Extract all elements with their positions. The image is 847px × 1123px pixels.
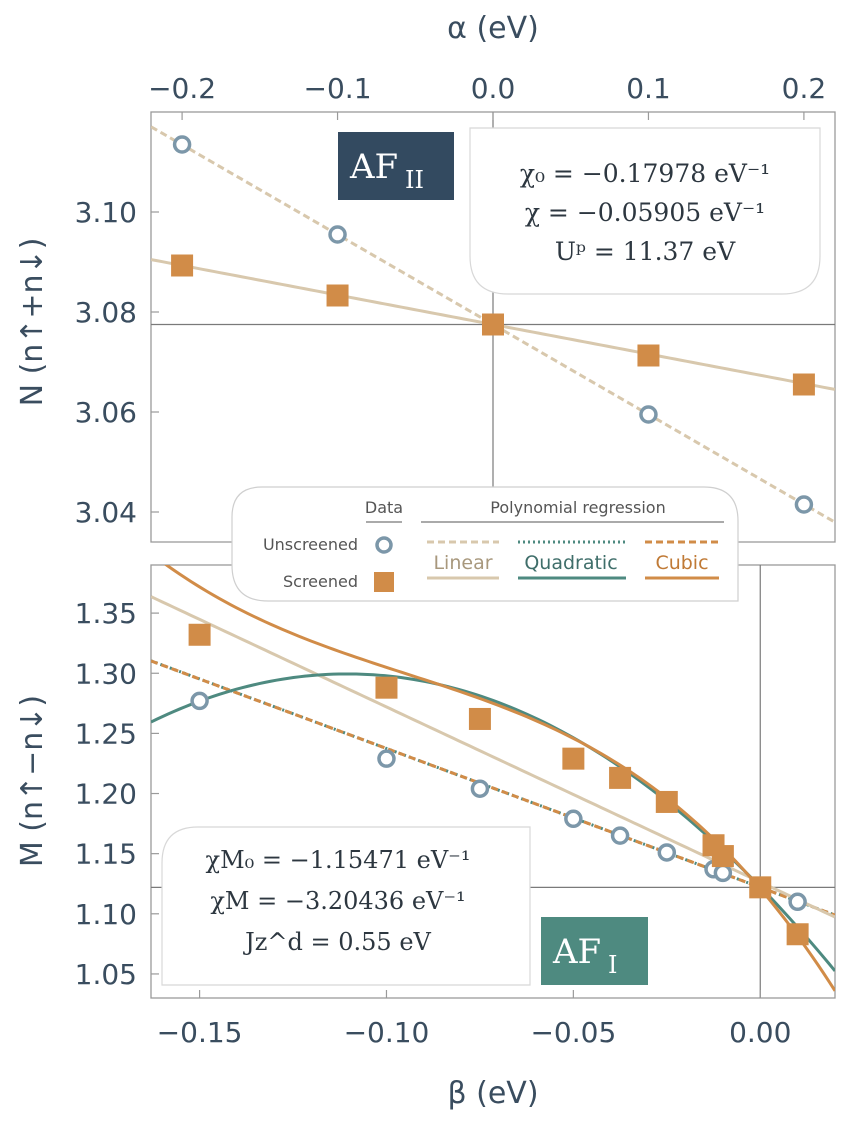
top-x-tick-label: 0.1 (626, 72, 671, 105)
legend-screened-marker (374, 572, 394, 592)
bottom-x-tick-label: −0.10 (344, 1016, 430, 1049)
bottom-point-unscreened (564, 809, 583, 829)
bottom-point-screened (562, 747, 585, 770)
bottom-point-screened (609, 766, 632, 789)
bottom-x-axis-title: β (eV) (447, 1076, 538, 1111)
bottom-x-tick-label: −0.05 (530, 1016, 616, 1049)
top-x-axis-title: α (eV) (447, 11, 539, 46)
top-y-tick-label: 3.10 (75, 196, 137, 229)
legend-quadratic-label: Quadratic (524, 552, 617, 574)
af1-badge-main: AF (552, 932, 601, 972)
bottom-y-tick-label: 1.35 (75, 597, 137, 630)
top-point-screened (792, 373, 815, 396)
top-y-tick-label: 3.04 (75, 496, 137, 529)
legend: Data Polynomial regression Unscreened Sc… (231, 486, 739, 602)
bottom-point-unscreened (610, 826, 630, 845)
top-point-unscreened (794, 495, 814, 514)
af1-badge: AF I (541, 917, 648, 985)
top-annotation-box: χ₀ = −0.17978 eV⁻¹ χ = −0.05905 eV⁻¹ Uᵖ … (469, 127, 821, 295)
af1-badge-sub: I (608, 951, 617, 979)
bottom-y-axis-title: M (n↑−n↓) (15, 695, 50, 867)
bottom-y-tick-label: 1.20 (75, 778, 137, 811)
legend-cubic-label: Cubic (655, 552, 708, 574)
bottom-point-unscreened (470, 779, 490, 798)
legend-regression-header: Polynomial regression (490, 498, 665, 517)
bottom-annotation-box: χM₀ = −1.15471 eV⁻¹ χM = −3.20436 eV⁻¹ J… (161, 826, 531, 986)
bottom-point-screened (375, 676, 398, 699)
top-x-tick-label: 0.2 (782, 72, 827, 105)
legend-unscreened-label: Unscreened (263, 535, 358, 554)
bottom-y-tick-label: 1.30 (75, 657, 137, 690)
top-point-unscreened (172, 135, 192, 154)
bottom-point-unscreened (377, 749, 396, 768)
legend-linear-label: Linear (433, 552, 492, 574)
bottom-point-screened (188, 623, 211, 646)
bottom-y-tick-label: 1.15 (75, 838, 137, 871)
jzd-text: Jz^d = 0.55 eV (242, 928, 431, 956)
top-point-screened (171, 254, 194, 277)
top-y-axis-title: N (n↑+n↓) (15, 238, 50, 407)
bottom-point-unscreened (788, 892, 807, 912)
chim-text: χM = −3.20436 eV⁻¹ (210, 887, 465, 915)
top-x-tick-label: −0.1 (304, 72, 372, 105)
up-text: Uᵖ = 11.37 eV (555, 237, 736, 266)
af2-badge-main: AF (349, 147, 398, 187)
top-y-tick-label: 3.08 (75, 296, 137, 329)
bottom-y-tick-label: 1.05 (75, 958, 137, 991)
chi0-text: χ₀ = −0.17978 eV⁻¹ (520, 159, 770, 188)
legend-data-header: Data (365, 498, 403, 517)
bottom-point-screened (786, 923, 809, 946)
bottom-x-tick-label: 0.00 (729, 1016, 791, 1049)
bottom-point-screened (749, 876, 772, 899)
top-panel: −0.2 −0.1 0.0 0.1 0.2 3.04 3.06 3.08 3.10 α (eV)… (15, 11, 836, 543)
top-y-tick-label: 3.06 (75, 396, 137, 429)
af2-badge-sub: II (405, 166, 424, 194)
af2-badge: AF II (338, 132, 454, 200)
top-x-tick-label: 0.0 (471, 72, 516, 105)
top-point-unscreened (639, 405, 658, 424)
top-point-unscreened (328, 225, 347, 244)
bottom-panel: −0.15 −0.10 −0.05 0.00 1.05 1.10 1.15 1.20 1.25 1… (15, 564, 836, 1111)
top-point-screened (482, 313, 504, 336)
bottom-point-unscreened (657, 843, 677, 862)
bottom-point-screened (468, 707, 491, 730)
chim0-text: χM₀ = −1.15471 eV⁻¹ (206, 846, 471, 874)
top-point-screened (326, 284, 349, 307)
bottom-x-tick-label: −0.15 (157, 1016, 243, 1049)
bottom-y-tick-label: 1.25 (75, 717, 137, 750)
bottom-point-unscreened (713, 863, 733, 883)
bottom-y-tick-label: 1.10 (75, 898, 137, 931)
bottom-point-screened (711, 845, 734, 868)
bottom-point-screened (655, 790, 678, 813)
legend-unscreened-marker (375, 536, 393, 554)
top-x-tick-label: −0.2 (148, 72, 216, 105)
top-point-screened (637, 344, 660, 367)
bottom-point-unscreened (190, 691, 209, 711)
legend-screened-label: Screened (283, 572, 358, 591)
chi-text: χ = −0.05905 eV⁻¹ (525, 198, 765, 227)
